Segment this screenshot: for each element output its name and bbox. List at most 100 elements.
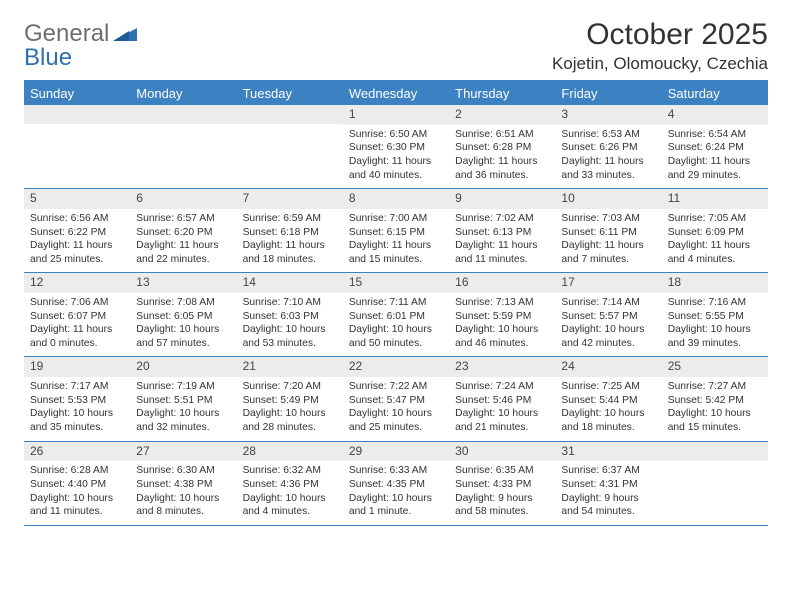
daylight-text: Daylight: 10 hours and 46 minutes. [455,323,549,350]
calendar-cell: 6Sunrise: 6:57 AMSunset: 6:20 PMDaylight… [130,189,236,272]
day-body: Sunrise: 6:32 AMSunset: 4:36 PMDaylight:… [237,461,343,524]
day-number [237,105,343,124]
day-number: 3 [555,105,661,125]
day-body: Sunrise: 6:56 AMSunset: 6:22 PMDaylight:… [24,209,130,272]
calendar-cell: 20Sunrise: 7:19 AMSunset: 5:51 PMDayligh… [130,357,236,440]
day-number: 14 [237,273,343,293]
brand-part1: General [24,20,109,47]
sunset-text: Sunset: 4:31 PM [561,478,655,492]
daylight-text: Daylight: 10 hours and 53 minutes. [243,323,337,350]
day-body: Sunrise: 7:17 AMSunset: 5:53 PMDaylight:… [24,377,130,440]
day-number: 1 [343,105,449,125]
sunset-text: Sunset: 5:42 PM [668,394,762,408]
daylight-text: Daylight: 10 hours and 1 minute. [349,492,443,519]
daylight-text: Daylight: 10 hours and 21 minutes. [455,407,549,434]
sunset-text: Sunset: 6:05 PM [136,310,230,324]
sunrise-text: Sunrise: 7:20 AM [243,380,337,394]
day-body: Sunrise: 7:13 AMSunset: 5:59 PMDaylight:… [449,293,555,356]
day-number: 13 [130,273,236,293]
page-title: October 2025 [552,18,768,52]
day-number: 22 [343,357,449,377]
sunset-text: Sunset: 6:30 PM [349,141,443,155]
sunset-text: Sunset: 6:18 PM [243,226,337,240]
day-body: Sunrise: 6:53 AMSunset: 6:26 PMDaylight:… [555,125,661,188]
daylight-text: Daylight: 10 hours and 11 minutes. [30,492,124,519]
day-header: Monday [130,82,236,105]
daylight-text: Daylight: 11 hours and 29 minutes. [668,155,762,182]
day-number: 26 [24,442,130,462]
day-body [662,461,768,470]
calendar-cell: 11Sunrise: 7:05 AMSunset: 6:09 PMDayligh… [662,189,768,272]
day-number: 28 [237,442,343,462]
calendar-week-row: 5Sunrise: 6:56 AMSunset: 6:22 PMDaylight… [24,189,768,273]
day-number: 21 [237,357,343,377]
day-number: 15 [343,273,449,293]
sunrise-text: Sunrise: 7:03 AM [561,212,655,226]
day-body: Sunrise: 6:51 AMSunset: 6:28 PMDaylight:… [449,125,555,188]
sunset-text: Sunset: 6:28 PM [455,141,549,155]
calendar-cell: 25Sunrise: 7:27 AMSunset: 5:42 PMDayligh… [662,357,768,440]
calendar-cell: 26Sunrise: 6:28 AMSunset: 4:40 PMDayligh… [24,442,130,525]
sunrise-text: Sunrise: 6:50 AM [349,128,443,142]
daylight-text: Daylight: 11 hours and 4 minutes. [668,239,762,266]
daylight-text: Daylight: 10 hours and 15 minutes. [668,407,762,434]
day-body [237,124,343,133]
sunset-text: Sunset: 6:24 PM [668,141,762,155]
sunrise-text: Sunrise: 7:27 AM [668,380,762,394]
calendar-cell: 15Sunrise: 7:11 AMSunset: 6:01 PMDayligh… [343,273,449,356]
day-header-row: Sunday Monday Tuesday Wednesday Thursday… [24,82,768,105]
sunrise-text: Sunrise: 7:11 AM [349,296,443,310]
day-body [130,124,236,133]
calendar-cell [237,105,343,188]
day-number: 25 [662,357,768,377]
sunrise-text: Sunrise: 6:37 AM [561,464,655,478]
sunrise-text: Sunrise: 6:53 AM [561,128,655,142]
daylight-text: Daylight: 10 hours and 25 minutes. [349,407,443,434]
sunrise-text: Sunrise: 6:33 AM [349,464,443,478]
day-body: Sunrise: 7:27 AMSunset: 5:42 PMDaylight:… [662,377,768,440]
calendar-cell: 2Sunrise: 6:51 AMSunset: 6:28 PMDaylight… [449,105,555,188]
day-number: 23 [449,357,555,377]
day-number: 20 [130,357,236,377]
daylight-text: Daylight: 10 hours and 18 minutes. [561,407,655,434]
sunrise-text: Sunrise: 7:13 AM [455,296,549,310]
sunset-text: Sunset: 5:49 PM [243,394,337,408]
day-number: 24 [555,357,661,377]
day-header: Friday [555,82,661,105]
day-body: Sunrise: 6:30 AMSunset: 4:38 PMDaylight:… [130,461,236,524]
calendar-cell: 7Sunrise: 6:59 AMSunset: 6:18 PMDaylight… [237,189,343,272]
daylight-text: Daylight: 11 hours and 18 minutes. [243,239,337,266]
daylight-text: Daylight: 9 hours and 58 minutes. [455,492,549,519]
sunset-text: Sunset: 6:20 PM [136,226,230,240]
sunset-text: Sunset: 6:07 PM [30,310,124,324]
day-body: Sunrise: 7:19 AMSunset: 5:51 PMDaylight:… [130,377,236,440]
day-body: Sunrise: 6:50 AMSunset: 6:30 PMDaylight:… [343,125,449,188]
day-body: Sunrise: 6:33 AMSunset: 4:35 PMDaylight:… [343,461,449,524]
day-body: Sunrise: 6:59 AMSunset: 6:18 PMDaylight:… [237,209,343,272]
day-number: 4 [662,105,768,125]
sunrise-text: Sunrise: 6:54 AM [668,128,762,142]
day-header: Thursday [449,82,555,105]
calendar-cell: 27Sunrise: 6:30 AMSunset: 4:38 PMDayligh… [130,442,236,525]
sunrise-text: Sunrise: 7:06 AM [30,296,124,310]
sunrise-text: Sunrise: 6:30 AM [136,464,230,478]
day-number: 31 [555,442,661,462]
sunset-text: Sunset: 5:53 PM [30,394,124,408]
sunrise-text: Sunrise: 7:16 AM [668,296,762,310]
day-number: 11 [662,189,768,209]
calendar-cell: 3Sunrise: 6:53 AMSunset: 6:26 PMDaylight… [555,105,661,188]
day-body: Sunrise: 7:10 AMSunset: 6:03 PMDaylight:… [237,293,343,356]
sunrise-text: Sunrise: 6:28 AM [30,464,124,478]
sunset-text: Sunset: 6:26 PM [561,141,655,155]
calendar-week-row: 26Sunrise: 6:28 AMSunset: 4:40 PMDayligh… [24,442,768,526]
sunset-text: Sunset: 4:38 PM [136,478,230,492]
sunset-text: Sunset: 4:35 PM [349,478,443,492]
day-body: Sunrise: 7:03 AMSunset: 6:11 PMDaylight:… [555,209,661,272]
sunrise-text: Sunrise: 6:57 AM [136,212,230,226]
calendar-cell [24,105,130,188]
day-number [130,105,236,124]
daylight-text: Daylight: 11 hours and 11 minutes. [455,239,549,266]
daylight-text: Daylight: 10 hours and 57 minutes. [136,323,230,350]
day-body: Sunrise: 7:00 AMSunset: 6:15 PMDaylight:… [343,209,449,272]
calendar-cell: 24Sunrise: 7:25 AMSunset: 5:44 PMDayligh… [555,357,661,440]
